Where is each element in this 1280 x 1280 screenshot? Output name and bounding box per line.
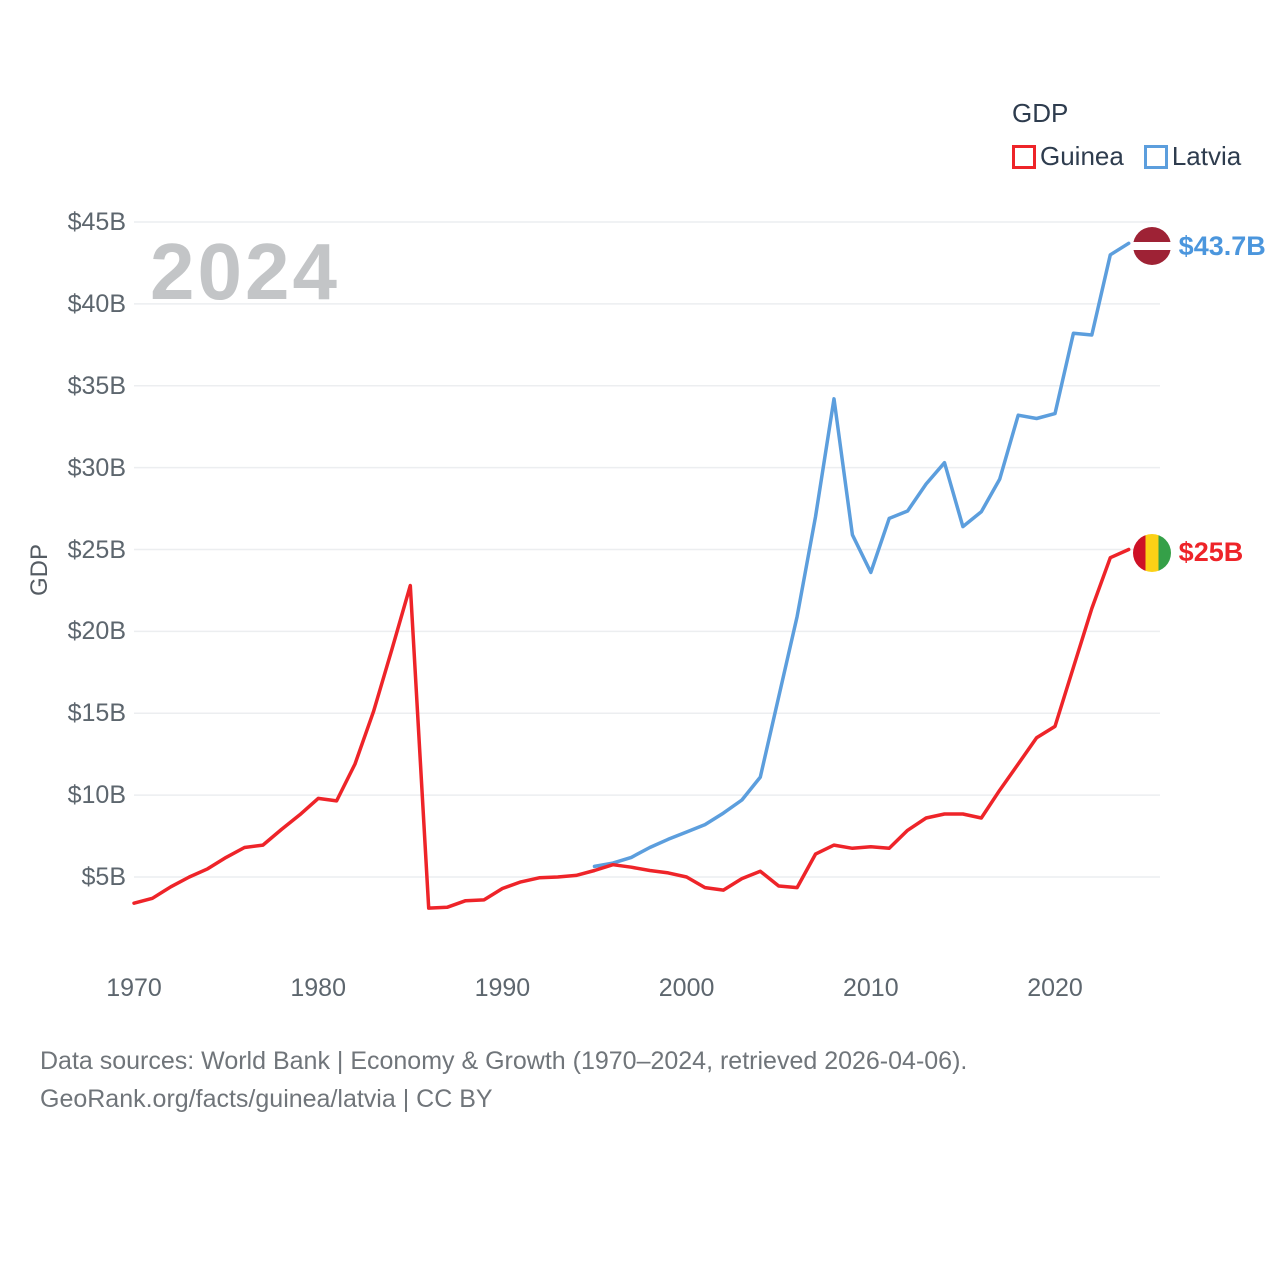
- guinea-swatch-icon: [1012, 144, 1036, 169]
- legend-items: Guinea Latvia: [1012, 141, 1241, 172]
- legend: GDP Guinea Latvia: [1012, 98, 1241, 172]
- x-tick-label: 2020: [1027, 974, 1083, 1002]
- y-tick-label: $5B: [81, 863, 126, 891]
- y-tick-label: $10B: [67, 781, 126, 810]
- latvia-flag-icon: [1132, 227, 1171, 266]
- y-tick-label: $15B: [67, 699, 126, 728]
- legend-item-label-guinea: Guinea: [1040, 141, 1124, 171]
- guinea-end-label: $25B: [1132, 533, 1244, 572]
- x-tick-label: 2000: [658, 974, 715, 1002]
- x-tick-label: 1970: [106, 974, 162, 1002]
- guinea-flag-icon: [1132, 533, 1171, 572]
- latvia-end-label: $43.7B: [1132, 227, 1266, 266]
- legend-item-guinea[interactable]: Guinea: [1012, 141, 1124, 172]
- y-tick-label: $35B: [67, 371, 126, 400]
- footer: Data sources: World Bank | Economy & Gro…: [40, 1042, 967, 1118]
- legend-title: GDP: [1012, 98, 1069, 128]
- guinea-end-value: $25B: [1178, 537, 1244, 567]
- y-tick-label: $30B: [67, 453, 126, 482]
- footer-line-1: Data sources: World Bank | Economy & Gro…: [40, 1047, 968, 1075]
- latvia-line[interactable]: [592, 241, 1131, 869]
- x-tick-label: 1980: [290, 974, 346, 1002]
- footer-line-2: GeoRank.org/facts/guinea/latvia | CC BY: [40, 1085, 493, 1113]
- x-tick-label: 1990: [474, 974, 531, 1002]
- legend-item-label-latvia: Latvia: [1171, 141, 1242, 171]
- y-tick-label: $45B: [67, 208, 126, 236]
- y-tick-label: $40B: [67, 289, 126, 318]
- y-tick-label: $20B: [67, 617, 126, 646]
- latvia-end-value: $43.7B: [1178, 230, 1266, 261]
- guinea-line[interactable]: [132, 547, 1131, 910]
- y-tick-label: $25B: [67, 535, 126, 564]
- x-tick-label: 2010: [842, 974, 899, 1002]
- latvia-swatch-icon: [1143, 144, 1168, 169]
- gridlines: [134, 221, 1160, 878]
- legend-item-latvia[interactable]: Latvia: [1143, 141, 1242, 172]
- year-watermark: 2024: [150, 227, 340, 316]
